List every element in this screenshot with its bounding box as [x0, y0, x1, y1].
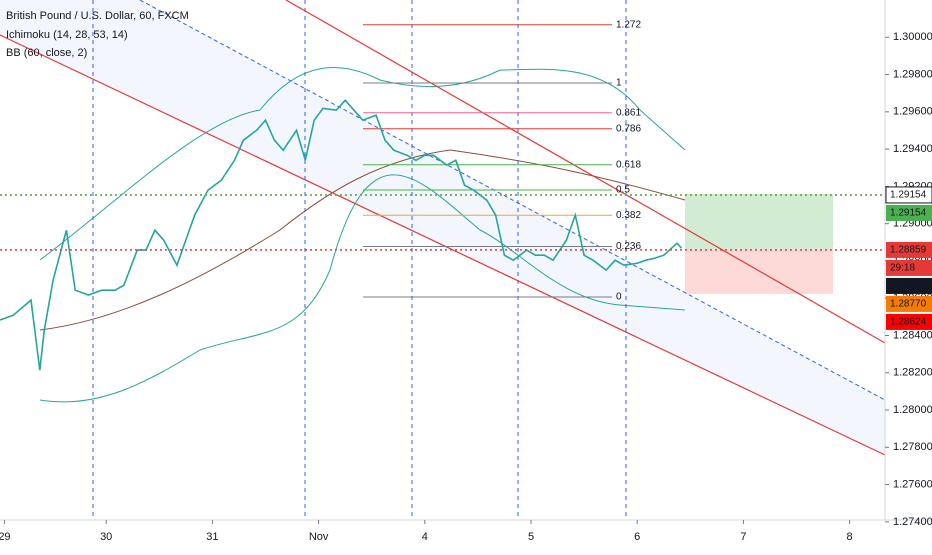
fib-label: 1 [616, 78, 622, 89]
target-zone [685, 194, 833, 249]
channel-middle [139, 0, 886, 401]
price-label: 1.29154 [890, 190, 927, 201]
y-tick-label: 1.29800 [893, 68, 932, 80]
fib-label: 1.272 [616, 19, 641, 30]
x-tick-label: 8 [847, 531, 853, 543]
indicator-label: Ichimoku (14, 28, 53, 14) [6, 29, 128, 41]
x-tick-label: 30 [100, 531, 112, 543]
fib-label: 0.618 [616, 159, 641, 170]
price-label: 1.28859 [890, 245, 927, 256]
x-tick-label: 31 [206, 531, 218, 543]
price-label: 29:18 [890, 263, 915, 274]
price-label-box [885, 186, 932, 204]
x-tick-label: 6 [634, 531, 640, 543]
x-tick-label: 4 [422, 531, 428, 543]
fib-label: 0 [616, 292, 622, 303]
y-tick-label: 1.30000 [893, 31, 932, 43]
price-label-box [886, 277, 932, 294]
fib-label: 0.382 [616, 210, 641, 221]
price-label: 1.28849 [890, 281, 927, 292]
price-label-box [886, 259, 932, 276]
price-label-box [886, 204, 932, 221]
price-label: 1.28770 [890, 299, 927, 310]
moving-average [39, 149, 686, 331]
y-tick-label: 1.28000 [893, 404, 932, 416]
fib-label: 0.236 [616, 241, 641, 252]
price-label-box [886, 313, 932, 330]
x-tick-label: Nov [309, 531, 329, 543]
fib-label: 0.5 [616, 185, 630, 196]
y-tick-label: 1.27600 [893, 478, 932, 490]
y-tick-label: 1.28200 [893, 367, 932, 379]
fib-label: 0.861 [616, 107, 641, 118]
y-tick-label: 1.27400 [893, 516, 932, 528]
x-tick-label: 7 [740, 531, 746, 543]
channel-upper [285, 0, 886, 344]
price-label: 1.29154 [890, 208, 927, 219]
x-tick-label: 5 [528, 531, 534, 543]
chart-title: British Pound / U.S. Dollar, 60, FXCM [6, 10, 189, 22]
x-tick-label: 29 [0, 531, 11, 543]
decor [0, 0, 886, 520]
fib-label: 0.786 [616, 123, 641, 134]
price-label-box [886, 241, 932, 258]
price-label-box [886, 295, 932, 312]
y-tick-label: 1.29400 [893, 143, 932, 155]
y-tick-label: 1.29600 [893, 106, 932, 118]
y-tick-label: 1.27800 [893, 441, 932, 453]
price-label: 1.28624 [890, 317, 927, 328]
price-line [0, 99, 683, 371]
channel-fill [0, 0, 885, 455]
channel-lower [0, 34, 886, 456]
indicator-label: BB (60, close, 2) [6, 47, 87, 59]
band-lower [39, 174, 686, 403]
y-tick-label: 1.28400 [893, 329, 932, 341]
band-upper [39, 67, 686, 261]
